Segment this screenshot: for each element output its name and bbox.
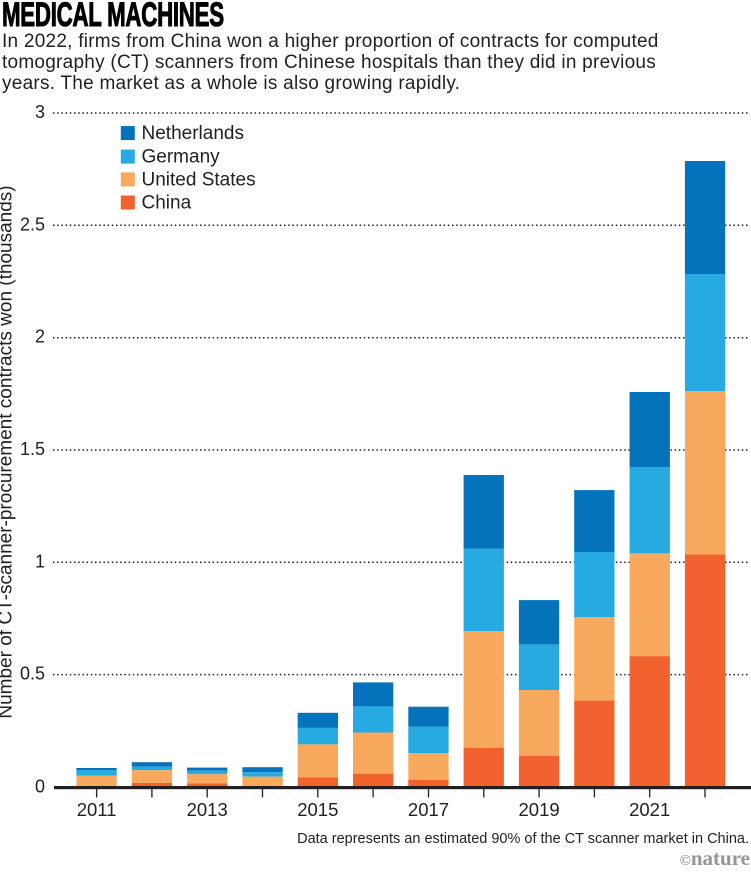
svg-text:Number of CT-scanner-procureme: Number of CT-scanner-procurement contrac… xyxy=(0,185,17,718)
svg-text:2021: 2021 xyxy=(629,799,670,820)
svg-text:2017: 2017 xyxy=(408,799,449,820)
svg-text:0.5: 0.5 xyxy=(20,664,45,684)
svg-text:2011: 2011 xyxy=(77,799,117,820)
svg-text:Data represents an estimated 9: Data represents an estimated 90% of the … xyxy=(297,831,749,847)
svg-text:0: 0 xyxy=(35,777,45,797)
svg-text:2019: 2019 xyxy=(519,799,560,820)
svg-text:United States: United States xyxy=(142,169,256,190)
svg-text:2013: 2013 xyxy=(187,799,228,820)
svg-text:Germany: Germany xyxy=(142,147,221,168)
svg-text:2.5: 2.5 xyxy=(20,214,45,234)
svg-text:1.5: 1.5 xyxy=(20,439,45,459)
svg-text:2: 2 xyxy=(35,327,45,347)
svg-text:2015: 2015 xyxy=(297,799,338,820)
svg-text:China: China xyxy=(142,193,192,214)
svg-text:©nature: ©nature xyxy=(680,846,750,870)
svg-text:1: 1 xyxy=(35,551,45,571)
svg-text:Netherlands: Netherlands xyxy=(142,123,244,144)
svg-text:3: 3 xyxy=(35,102,45,122)
